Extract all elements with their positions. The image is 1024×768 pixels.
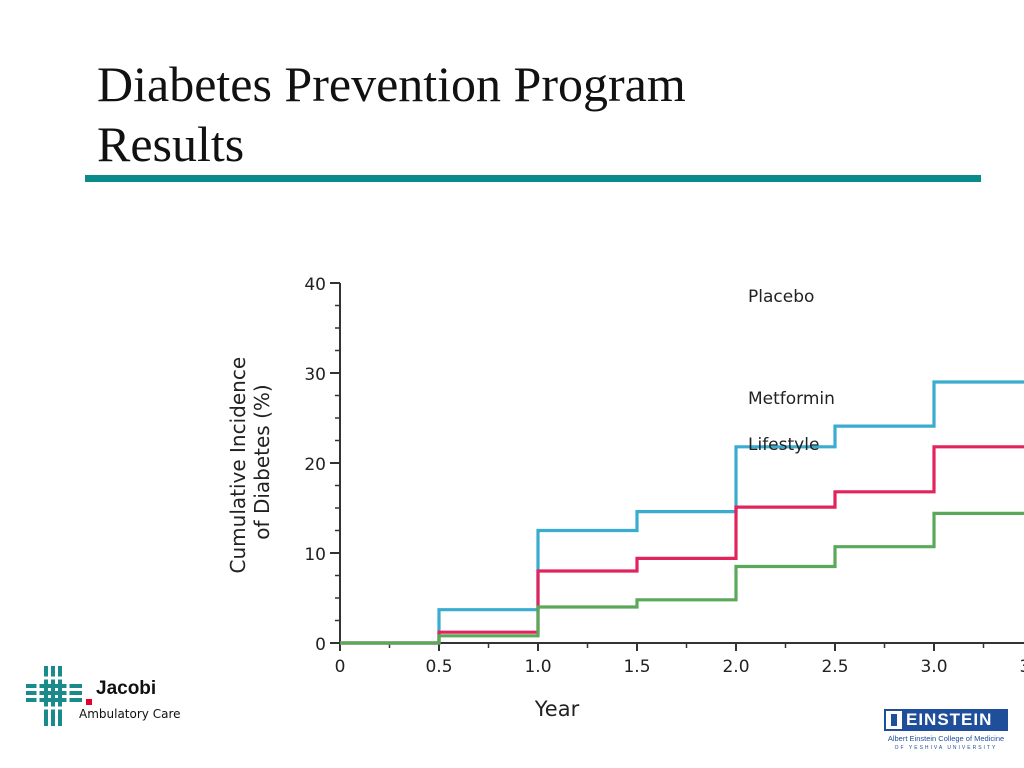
x-axis-label: Year [534, 697, 580, 721]
jacobi-red-square [86, 699, 92, 705]
chart-series: Placebo Metformin Lifestyle [340, 287, 1024, 645]
jacobi-subtitle: Ambulatory Care [79, 707, 181, 721]
jacobi-logo: Jacobi Ambulatory Care [24, 664, 194, 734]
y-tick-label: 0 [315, 635, 326, 655]
einstein-logo: EINSTEIN Albert Einstein College of Medi… [880, 707, 1012, 757]
chart-labels: Year Cumulative Incidence of Diabetes (%… [226, 351, 580, 721]
series-line-metformin [340, 445, 1024, 645]
slide-title: Diabetes Prevention Program Results [97, 54, 977, 174]
x-tick-label: 3.0 [920, 657, 947, 677]
x-tick-label: 0 [335, 657, 346, 677]
slide-title-line2: Results [97, 116, 245, 172]
series-line-lifestyle [340, 511, 1024, 645]
x-tick-label: 2.5 [821, 657, 848, 677]
y-tick-label: 10 [304, 545, 326, 565]
x-tick-label: 0.5 [425, 657, 452, 677]
einstein-banner: EINSTEIN [884, 709, 1008, 731]
slide-title-line1: Diabetes Prevention Program [97, 56, 686, 112]
x-tick-label: 1.0 [524, 657, 551, 677]
y-tick-label: 30 [304, 365, 326, 385]
jacobi-name: Jacobi [96, 678, 157, 699]
series-label-metformin: Metformin [748, 389, 835, 409]
series-line-placebo [340, 380, 1024, 645]
einstein-mark-icon [886, 711, 902, 729]
y-axis-label-line2: of Diabetes (%) [250, 384, 274, 539]
x-tick-label: 3.5 [1019, 657, 1024, 677]
y-tick-label: 40 [304, 275, 326, 295]
einstein-college-name: Albert Einstein College of Medicine [887, 734, 1005, 743]
series-label-placebo: Placebo [748, 287, 814, 307]
title-rule [85, 175, 981, 182]
x-tick-label: 2.0 [722, 657, 749, 677]
jacobi-cross-icon [26, 666, 82, 726]
series-label-lifestyle: Lifestyle [748, 435, 819, 455]
y-axis-label-line1: Cumulative Incidence [226, 357, 250, 574]
x-tick-label: 1.5 [623, 657, 650, 677]
y-tick-label: 20 [304, 455, 326, 475]
chart-axes [339, 283, 1024, 644]
y-axis-label: Cumulative Incidence of Diabetes (%) [226, 351, 274, 574]
einstein-name: EINSTEIN [906, 710, 993, 729]
einstein-university: OF YESHIVA UNIVERSITY [894, 745, 998, 751]
